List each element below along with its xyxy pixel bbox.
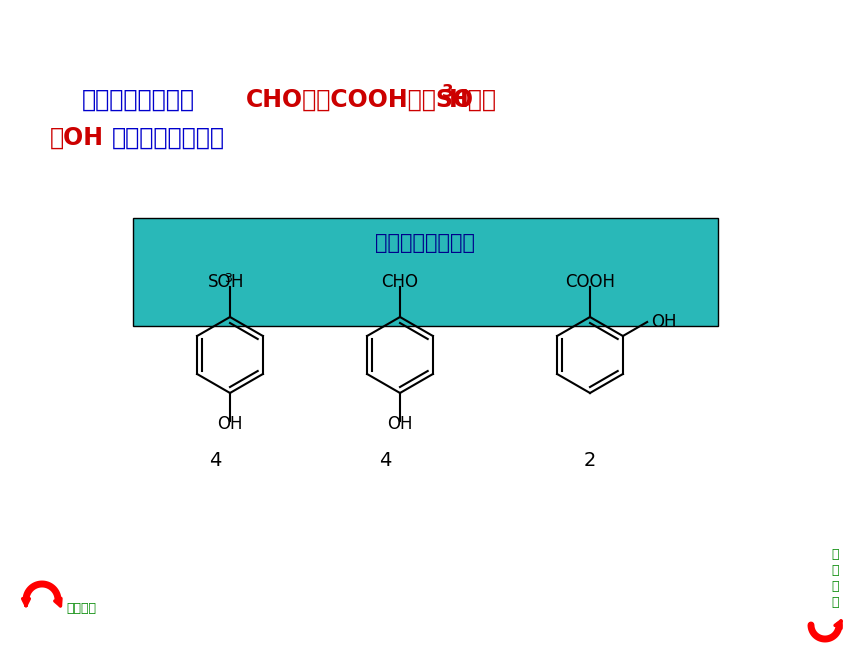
Text: OH: OH xyxy=(218,415,243,433)
Text: CHO、－COOH、－SO: CHO、－COOH、－SO xyxy=(246,88,474,112)
Text: H时，: H时， xyxy=(449,88,496,112)
Text: 回到目录: 回到目录 xyxy=(66,602,96,615)
Text: OH: OH xyxy=(387,415,413,433)
Text: SO: SO xyxy=(208,273,231,291)
Text: 2: 2 xyxy=(584,450,596,470)
Text: －OH: －OH xyxy=(50,126,104,150)
Text: 4: 4 xyxy=(209,450,221,470)
Text: 近: 近 xyxy=(832,597,838,610)
Text: 4: 4 xyxy=(378,450,391,470)
Text: 返: 返 xyxy=(832,548,838,562)
Text: 回: 回 xyxy=(832,564,838,577)
Text: 最: 最 xyxy=(832,580,838,593)
Text: 3: 3 xyxy=(441,83,453,101)
Text: CHO: CHO xyxy=(382,273,419,291)
Text: H: H xyxy=(230,273,243,291)
Text: 3: 3 xyxy=(224,272,232,286)
Bar xyxy=(133,218,718,326)
Text: 作为取代基命名。: 作为取代基命名。 xyxy=(112,126,224,150)
Text: OH: OH xyxy=(651,313,677,331)
Text: COOH: COOH xyxy=(565,273,615,291)
Text: 优先作为母体名称: 优先作为母体名称 xyxy=(375,233,475,253)
Text: 但当芳环上连有－: 但当芳环上连有－ xyxy=(82,88,195,112)
